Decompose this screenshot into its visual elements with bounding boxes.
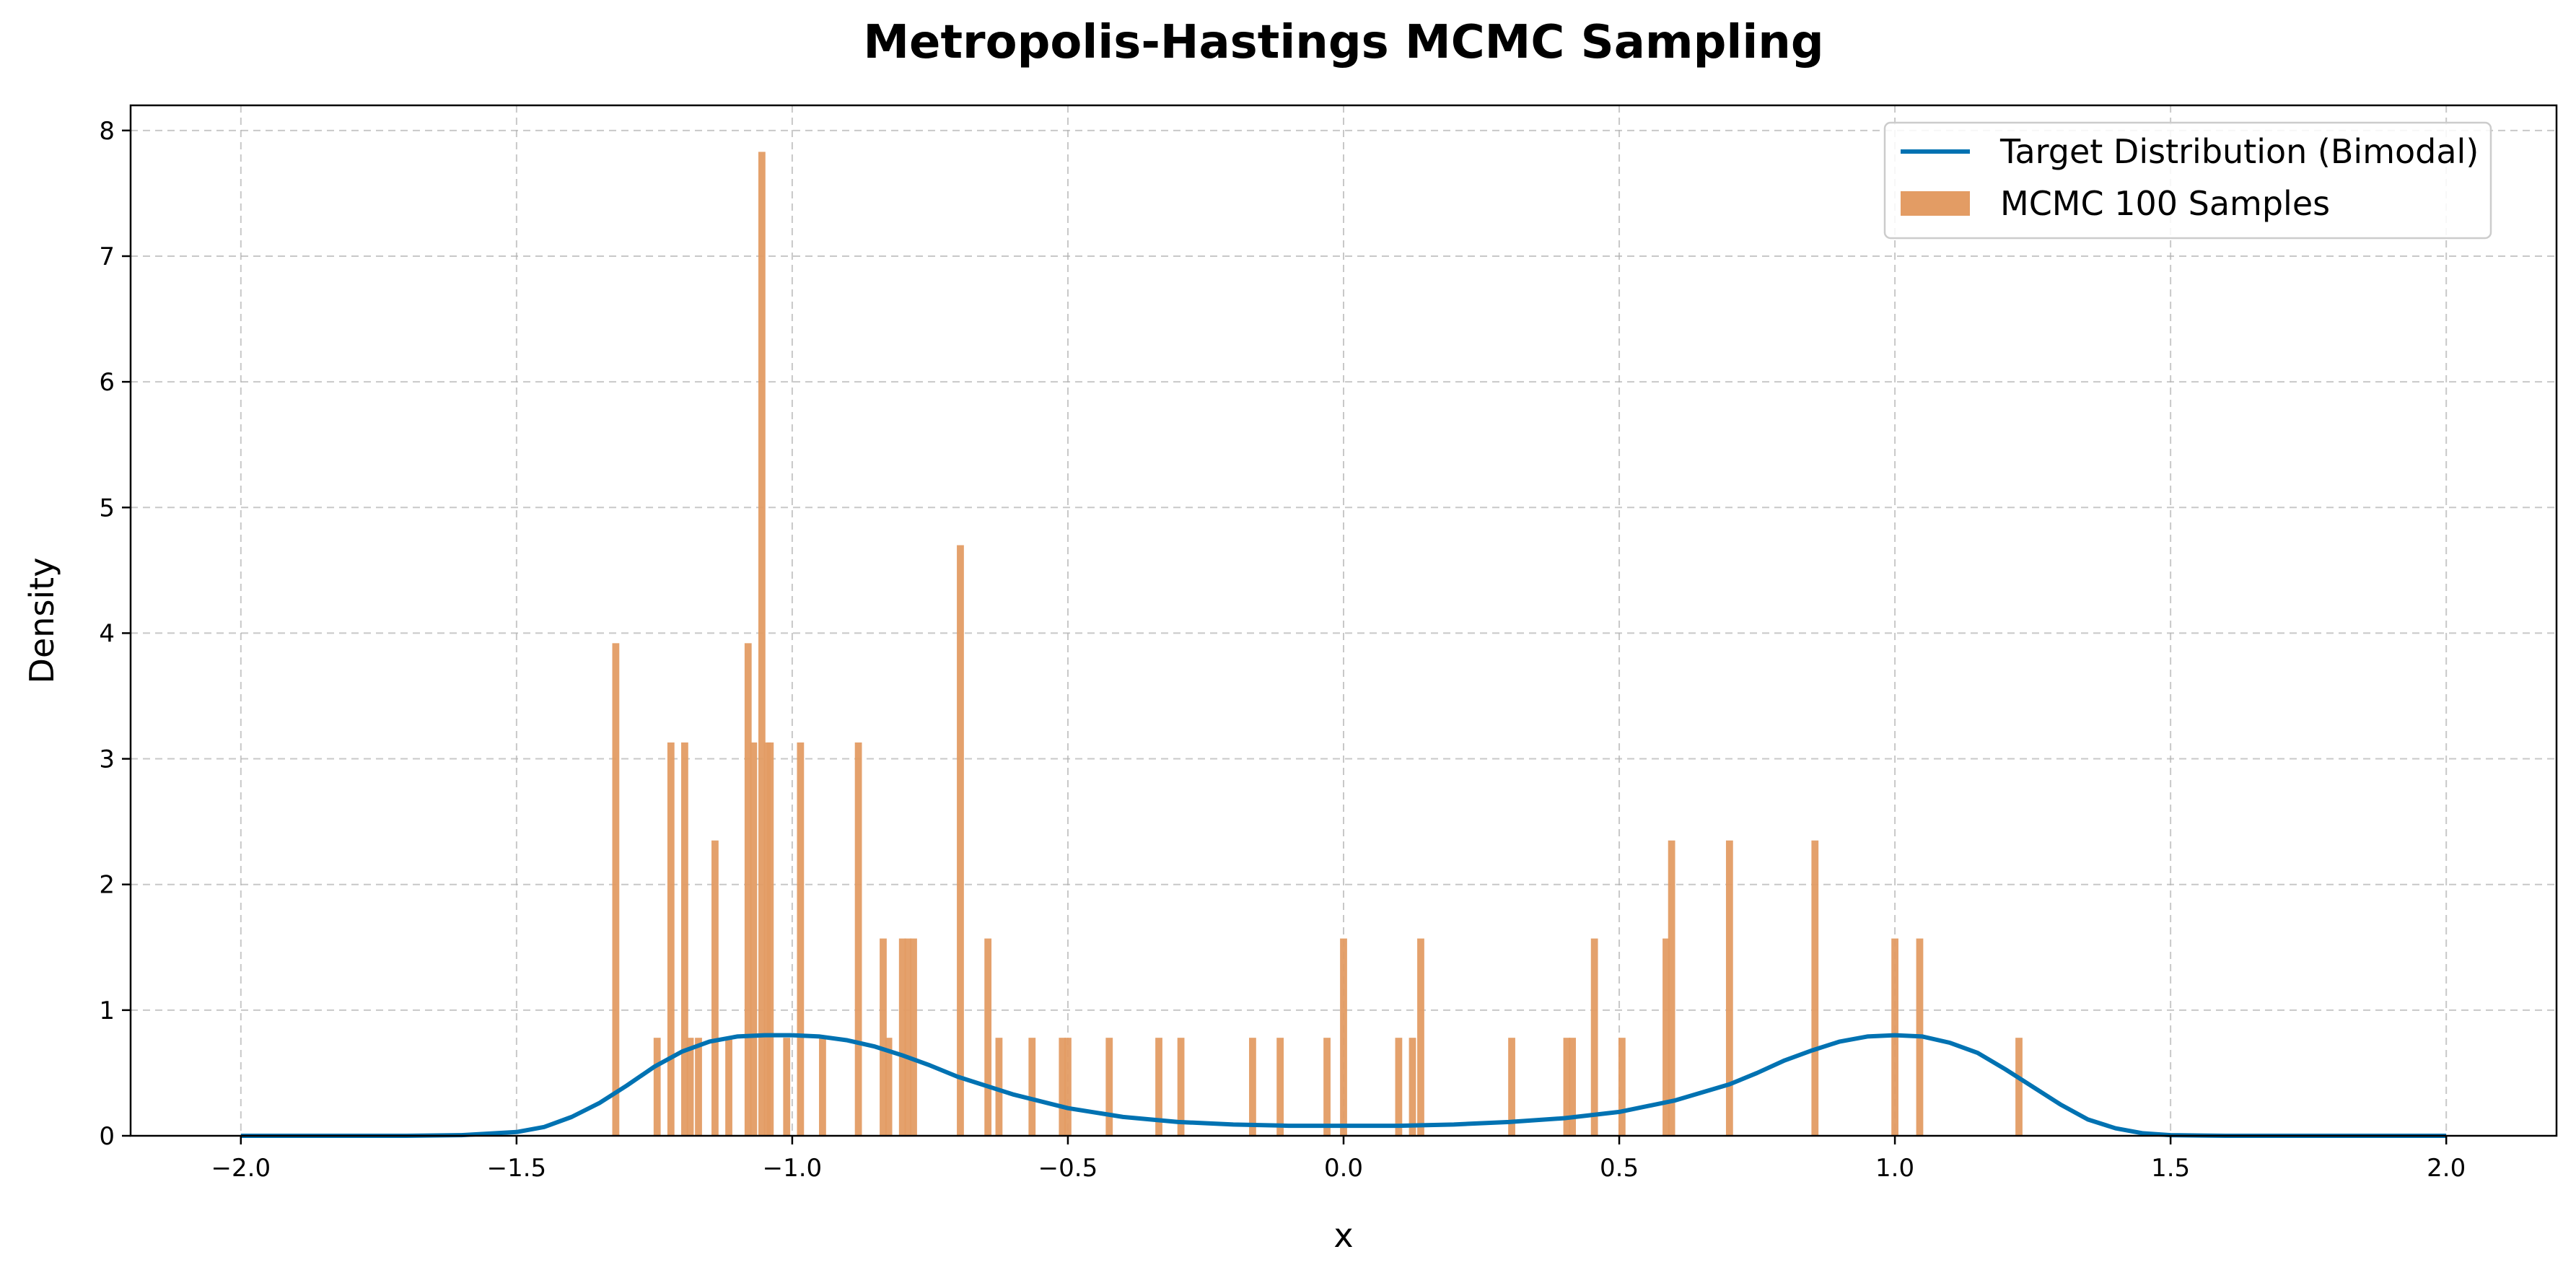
y-tick-label: 1: [99, 997, 115, 1025]
y-axis-ticks: 0 1 2 3 4 5 6 7 8: [99, 117, 131, 1151]
histogram-bar: [880, 938, 887, 1136]
histogram-bars: [612, 152, 2023, 1137]
histogram-bar: [766, 742, 774, 1136]
histogram-bar: [2015, 1038, 2023, 1136]
x-axis-ticks: −2.0 −1.5 −1.0 −0.5 0.0 0.5 1.0 1.5 2.0: [211, 1136, 2466, 1183]
histogram-bar: [1340, 938, 1347, 1136]
legend-bar-swatch: [1901, 191, 1970, 216]
histogram-bar: [1276, 1038, 1284, 1136]
x-tick-label: −1.0: [763, 1154, 823, 1183]
y-tick-label: 3: [99, 745, 115, 774]
histogram-bar: [957, 545, 964, 1136]
histogram-bar: [995, 1038, 1003, 1136]
histogram-bar: [1028, 1038, 1036, 1136]
histogram-bar: [1618, 1038, 1626, 1136]
histogram-bar: [681, 742, 688, 1136]
histogram-bar: [725, 1038, 732, 1136]
histogram-bar: [1569, 1038, 1576, 1136]
histogram-bar: [612, 643, 620, 1136]
histogram-bar: [1249, 1038, 1256, 1136]
histogram-bar: [898, 938, 906, 1136]
histogram-bar: [1395, 1038, 1403, 1136]
y-tick-label: 0: [99, 1122, 115, 1151]
x-tick-label: 0.5: [1600, 1154, 1639, 1183]
histogram-bar: [1662, 938, 1670, 1136]
target-distribution-layer: [240, 1033, 2447, 1138]
histogram-bar: [1409, 1038, 1416, 1136]
histogram-bar: [695, 1038, 702, 1136]
x-tick-label: 2.0: [2427, 1154, 2466, 1183]
legend-label-target: Target Distribution (Bimodal): [1999, 132, 2479, 171]
histogram-bar: [1668, 840, 1675, 1136]
grid-lines: [131, 105, 2557, 1137]
x-tick-label: 0.0: [1324, 1154, 1363, 1183]
histogram-bar: [1811, 840, 1819, 1136]
histogram-bar: [1323, 1038, 1331, 1136]
histogram-bar: [1105, 1038, 1113, 1136]
x-tick-label: 1.0: [1875, 1154, 1914, 1183]
y-tick-label: 4: [99, 619, 115, 648]
legend-box: [1883, 121, 2492, 240]
histogram-bar: [1590, 938, 1598, 1136]
x-tick-label: −2.0: [211, 1154, 271, 1183]
target-distribution-line: [240, 1033, 2447, 1138]
histogram-bar: [1177, 1038, 1185, 1136]
y-tick-label: 7: [99, 242, 115, 271]
histogram-bar: [1059, 1038, 1066, 1136]
y-tick-label: 8: [99, 117, 115, 146]
histogram-bar: [885, 1038, 893, 1136]
y-tick-label: 5: [99, 494, 115, 522]
histogram-bar: [1064, 1038, 1072, 1136]
histogram-bar: [984, 938, 992, 1136]
histogram-bar: [711, 840, 719, 1136]
histogram-bar: [904, 938, 912, 1136]
histogram-bar: [653, 1038, 661, 1136]
x-tick-label: −1.5: [487, 1154, 547, 1183]
histogram-bar: [783, 1038, 791, 1136]
histogram-bar: [1508, 1038, 1515, 1136]
histogram-bar: [910, 938, 917, 1136]
histogram-bar: [854, 742, 862, 1136]
histogram-bar: [1417, 938, 1424, 1136]
histogram-bar: [758, 152, 766, 1137]
histogram-bar: [1725, 840, 1733, 1136]
y-axis-label: Density: [22, 558, 61, 684]
histogram-bar: [1563, 1038, 1571, 1136]
chart-title: Metropolis-Hastings MCMC Sampling: [863, 16, 1823, 69]
legend: Target Distribution (Bimodal) MCMC 100 S…: [1883, 121, 2492, 240]
histogram-bar: [744, 643, 752, 1136]
histogram-bar: [686, 1038, 694, 1136]
histogram-bar: [819, 1038, 826, 1136]
histogram-bar: [797, 742, 805, 1136]
x-axis-label: x: [1333, 1216, 1353, 1255]
histogram-bar: [750, 742, 758, 1136]
y-tick-label: 6: [99, 368, 115, 397]
x-tick-label: 1.5: [2151, 1154, 2190, 1183]
legend-label-samples: MCMC 100 Samples: [2000, 184, 2330, 223]
histogram-bar: [1155, 1038, 1162, 1136]
histogram-bar: [667, 742, 675, 1136]
x-tick-label: −0.5: [1038, 1154, 1098, 1183]
y-tick-label: 2: [99, 871, 115, 900]
